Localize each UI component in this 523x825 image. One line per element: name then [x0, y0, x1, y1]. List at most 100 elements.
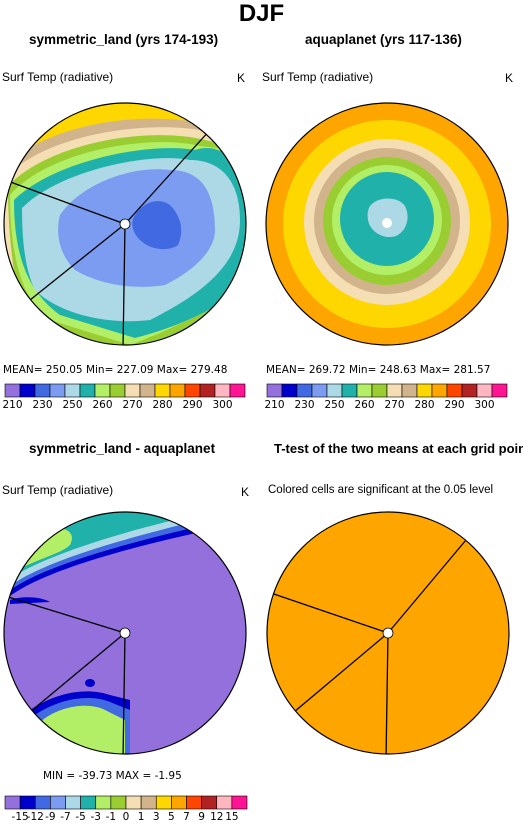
panel2-colorbar-box — [371, 383, 388, 398]
panel1-colorbar-tick-label: 250 — [62, 399, 82, 411]
panel1-colorbar-tick-label: 260 — [92, 399, 112, 411]
panel1-colorbar-box — [184, 383, 201, 398]
panel2-title: aquaplanet (yrs 117-136) — [305, 32, 462, 47]
panel2-colorbar-box — [461, 383, 478, 398]
panel2-colorbar-box — [311, 383, 328, 398]
panel1-variable: Surf Temp (radiative) — [2, 70, 114, 84]
panel1-colorbar-tick-label: 270 — [122, 399, 142, 411]
panel3-colorbar-box — [50, 795, 66, 810]
panel1-colorbar-tick-label: 230 — [32, 399, 52, 411]
panel2-map-border — [265, 102, 509, 346]
panel3-colorbar-tick-label: -15 — [12, 811, 29, 823]
panel3-units: K — [241, 485, 250, 499]
panel2-colorbar-tick-label: 230 — [294, 399, 314, 411]
panel4-title: T-test of the two means at each grid poi… — [274, 441, 523, 456]
panel3-colorbar-box — [95, 795, 112, 810]
panel2-colorbar: 210 230 250 260 270 280 290 300 — [264, 383, 508, 411]
panel3-colorbar-tick-label: -5 — [75, 811, 85, 823]
panel3-map-border — [3, 511, 247, 755]
panel1-colorbar-tick-label: 290 — [182, 399, 202, 411]
panel2-colorbar-box — [446, 383, 463, 398]
panel1-colorbar-box — [154, 383, 171, 398]
panel1-colorbar-box — [199, 383, 216, 398]
panel3-title: symmetric_land - aquaplanet — [29, 441, 216, 456]
panel2-colorbar-box — [401, 383, 418, 398]
panel1-stats: MEAN= 250.05 Min= 227.09 Max= 279.48 — [3, 364, 228, 376]
panel1-colorbar-box — [64, 383, 81, 398]
panel3-colorbar-tick-label: 9 — [198, 811, 205, 823]
panel3-colorbar-tick-label: -3 — [91, 811, 101, 823]
panel1-colorbar-box — [124, 383, 141, 398]
panel2-colorbar-box — [296, 383, 313, 398]
panel3-colorbar: -15-12 -9 -7 -5 -3 -1 0 1 3 5 7 9 12 15 — [4, 795, 248, 823]
panel1-map-border — [3, 102, 247, 346]
panel3-colorbar-box — [216, 795, 233, 810]
panel2-colorbar-box — [416, 383, 433, 398]
panel3-colorbar-box — [231, 795, 248, 810]
panel2-colorbar-tick-label: 250 — [324, 399, 344, 411]
panel1-colorbar-box — [19, 383, 36, 398]
panel3-colorbar-box — [125, 795, 142, 810]
panel3-colorbar-tick-label: 7 — [183, 811, 190, 823]
panel3-pole-marker — [119, 627, 131, 639]
panel3-colorbar-box — [155, 795, 172, 810]
panel3-colorbar-box — [34, 795, 51, 810]
panel1-pole-marker — [119, 218, 131, 230]
panel1-colorbar-box — [4, 383, 21, 398]
panel1-colorbar-box — [94, 383, 111, 398]
panel1-map — [4, 103, 246, 345]
panel3-colorbar-tick-label: -9 — [45, 811, 55, 823]
panel2-colorbar-tick-label: 210 — [264, 399, 284, 411]
panel2-colorbar-tick-label: 260 — [354, 399, 374, 411]
panel3-colorbar-tick-label: 0 — [123, 811, 130, 823]
panel1-colorbar-box — [79, 383, 96, 398]
panel1-colorbar-tick-label: 300 — [212, 399, 232, 411]
panel1-colorbar-box — [214, 383, 231, 398]
panel3-colorbar-tick-label: 12 — [210, 811, 223, 823]
panel3-colorbar-tick-label: -12 — [27, 811, 44, 823]
panel2-variable: Surf Temp (radiative) — [262, 70, 374, 84]
panel2-stats: MEAN= 269.72 Min= 248.63 Max= 281.57 — [266, 364, 491, 376]
panel1-units: K — [237, 71, 246, 85]
panel3-colorbar-box — [19, 795, 36, 810]
panel4-note: Colored cells are significant at the 0.0… — [268, 484, 494, 496]
panel2-colorbar-box — [491, 383, 508, 398]
panel3-colorbar-tick-label: 15 — [225, 811, 238, 823]
panel3-colorbar-tick-label: 1 — [138, 811, 145, 823]
panel3-colorbar-tick-label: 5 — [168, 811, 175, 823]
panel2-units: K — [505, 71, 514, 85]
panel2-colorbar-box — [476, 383, 493, 398]
panel2-colorbar-box — [386, 383, 403, 398]
panel1-colorbar-box — [139, 383, 156, 398]
panel2-colorbar-tick-label: 300 — [474, 399, 494, 411]
panel3-colorbar-box — [65, 795, 81, 810]
panel2-colorbar-box — [281, 383, 298, 398]
panel3-colorbar-box — [140, 795, 157, 810]
panel3-variable: Surf Temp (radiative) — [2, 483, 114, 497]
panel3-colorbar-tick-label: -7 — [60, 811, 70, 823]
panel1-colorbar-box — [229, 383, 246, 398]
panel3-colorbar-tick-label: 3 — [153, 811, 160, 823]
panel1-colorbar-box — [169, 383, 186, 398]
panel3-colorbar-box — [110, 795, 127, 810]
panel2-colorbar-box — [266, 383, 283, 398]
panel1-colorbar-box — [49, 383, 66, 398]
panel3-colorbar-box — [4, 795, 21, 810]
figure-title: DJF — [238, 0, 285, 27]
panel1-colorbar-tick-label: 280 — [152, 399, 172, 411]
panel3-colorbar-box — [201, 795, 218, 810]
panel1-colorbar-tick-label: 210 — [2, 399, 22, 411]
panel2-colorbar-box — [326, 383, 343, 398]
panel3-colorbar-box — [80, 795, 97, 810]
p1-band-darkblue — [132, 201, 182, 250]
panel3-colorbar-tick-label: -1 — [106, 811, 116, 823]
panel1-colorbar-box — [34, 383, 51, 398]
panel4-map-border — [266, 511, 510, 755]
panel2-colorbar-tick-label: 290 — [444, 399, 464, 411]
panel1-title: symmetric_land (yrs 174-193) — [29, 32, 219, 47]
panel1-colorbar-box — [109, 383, 126, 398]
panel2-colorbar-box — [356, 383, 373, 398]
panel2-colorbar-tick-label: 280 — [414, 399, 434, 411]
panel2-pole-marker — [382, 218, 392, 228]
